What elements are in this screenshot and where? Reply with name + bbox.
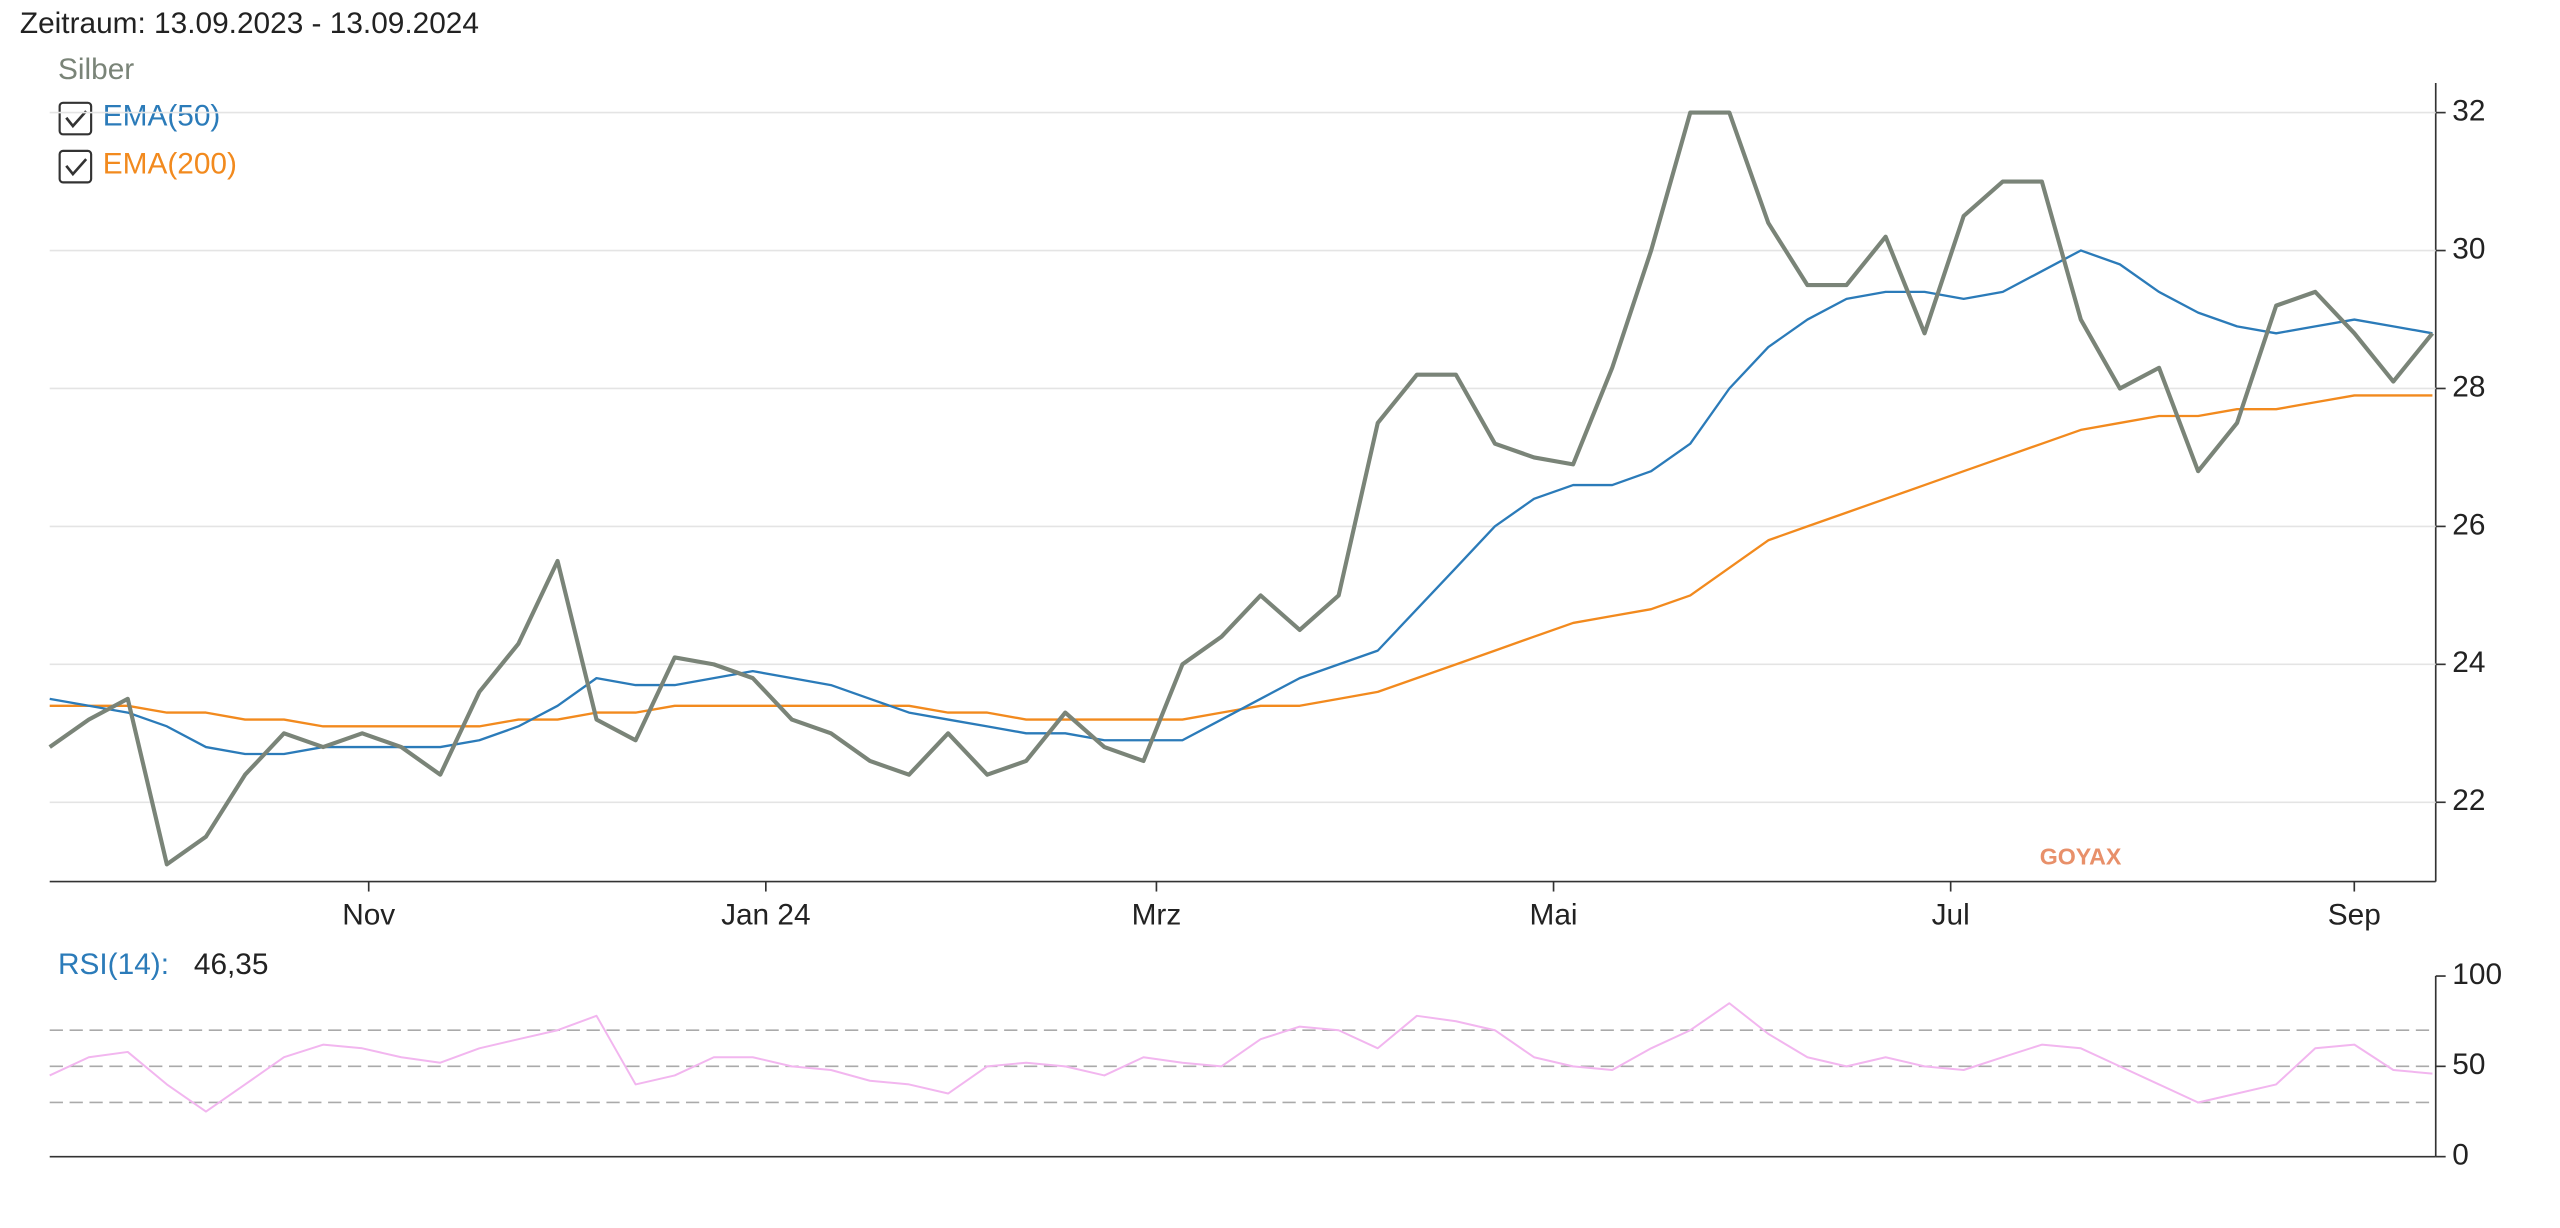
- y-tick-label: 50: [2452, 1048, 2485, 1081]
- x-tick-label: Mrz: [1132, 898, 1182, 931]
- y-tick-label: 30: [2452, 232, 2485, 265]
- legend-checkbox[interactable]: [58, 149, 93, 184]
- series-line: [49, 1002, 2433, 1113]
- check-icon: [65, 158, 88, 177]
- check-icon: [65, 110, 88, 129]
- legend-entry: Silber: [58, 53, 134, 86]
- series-line: [48, 110, 2435, 867]
- rsi-value: 46,35: [194, 948, 269, 981]
- legend-entry[interactable]: EMA(50): [103, 100, 221, 133]
- y-tick-label: 100: [2452, 958, 2502, 991]
- y-tick-label: 22: [2452, 784, 2485, 817]
- x-tick-label: Mai: [1530, 898, 1578, 931]
- x-tick-label: Nov: [342, 898, 395, 931]
- y-tick-label: 28: [2452, 370, 2485, 403]
- rsi-title: RSI(14):: [58, 948, 169, 981]
- y-tick-label: 26: [2452, 508, 2485, 541]
- x-tick-label: Jul: [1932, 898, 1970, 931]
- x-tick-label: Jan 24: [721, 898, 811, 931]
- legend-checkbox[interactable]: [58, 101, 93, 136]
- y-tick-label: 24: [2452, 646, 2485, 679]
- series-line: [49, 249, 2433, 756]
- series-line: [49, 394, 2433, 728]
- y-tick-label: 0: [2452, 1139, 2469, 1172]
- y-tick-label: 32: [2452, 94, 2485, 127]
- chart-title: Zeitraum: 13.09.2023 - 13.09.2024: [20, 7, 479, 40]
- watermark: GOYAX: [2040, 844, 2122, 870]
- x-tick-label: Sep: [2328, 898, 2381, 931]
- legend-entry[interactable]: EMA(200): [103, 148, 237, 181]
